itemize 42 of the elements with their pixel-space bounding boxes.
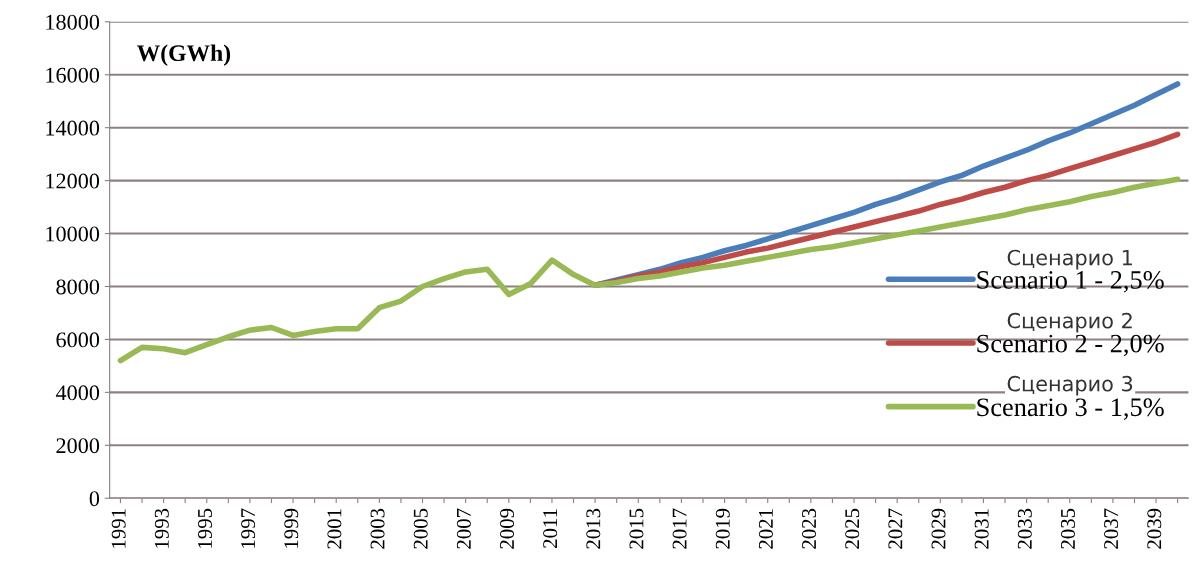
x-tick-label: 2031 xyxy=(974,509,989,549)
x-tick-label: 2019 xyxy=(715,508,730,549)
annotation: Сценарио 2 xyxy=(1007,312,1132,333)
x-tick-label: 2023 xyxy=(802,508,817,549)
x-tick-label: 2035 xyxy=(1060,508,1075,549)
annotation: W(GWh) xyxy=(136,44,231,66)
annotation: Сценарио 3 xyxy=(1007,375,1133,396)
y-tick-label: 4000 xyxy=(55,385,100,401)
x-tick-label: 2001 xyxy=(327,509,342,549)
x-tick-label: 2003 xyxy=(370,508,385,549)
x-tick-label: 2039 xyxy=(1147,508,1162,549)
x-tick-label: 2009 xyxy=(499,508,515,549)
x-tick-label: 2021 xyxy=(758,509,773,549)
x-tick-label: 2017 xyxy=(672,508,687,549)
y-tick-label: 0 xyxy=(89,491,100,507)
legend-label: Scenario 3 - 1,5% xyxy=(977,398,1164,420)
y-tick-label: 10000 xyxy=(46,226,100,242)
x-tick-label: 2013 xyxy=(586,508,601,549)
y-tick-label: 6000 xyxy=(56,332,100,348)
y-tick-label: 12000 xyxy=(46,173,100,189)
x-tick-label: 2007 xyxy=(456,508,471,549)
legend-label: Scenario 1 - 2,5% xyxy=(977,270,1164,293)
legend-label: Scenario 2 - 2,0% xyxy=(977,334,1164,357)
x-tick-label: 2005 xyxy=(413,508,428,549)
x-tick-label: 2027 xyxy=(888,508,903,549)
x-tick-label: 1993 xyxy=(154,508,169,548)
y-tick-label: 16000 xyxy=(46,67,100,83)
x-tick-label: 2011 xyxy=(543,509,558,548)
x-tick-label: 1995 xyxy=(197,508,212,548)
x-tick-label: 1997 xyxy=(241,508,256,548)
y-tick-label: 18000 xyxy=(46,14,100,30)
x-tick-label: 1991 xyxy=(111,509,126,548)
x-tick-label: 2015 xyxy=(629,508,644,549)
y-tick-label: 14000 xyxy=(46,120,100,136)
x-tick-label: 2037 xyxy=(1104,508,1119,549)
annotation: Сценарио 1 xyxy=(1007,249,1132,270)
y-tick-label: 8000 xyxy=(56,279,100,295)
y-tick-label: 2000 xyxy=(56,438,100,454)
x-tick-label: 2025 xyxy=(845,508,860,549)
x-tick-label: 2029 xyxy=(931,508,946,549)
x-tick-label: 2033 xyxy=(1017,508,1032,549)
x-tick-label: 1999 xyxy=(284,508,299,548)
